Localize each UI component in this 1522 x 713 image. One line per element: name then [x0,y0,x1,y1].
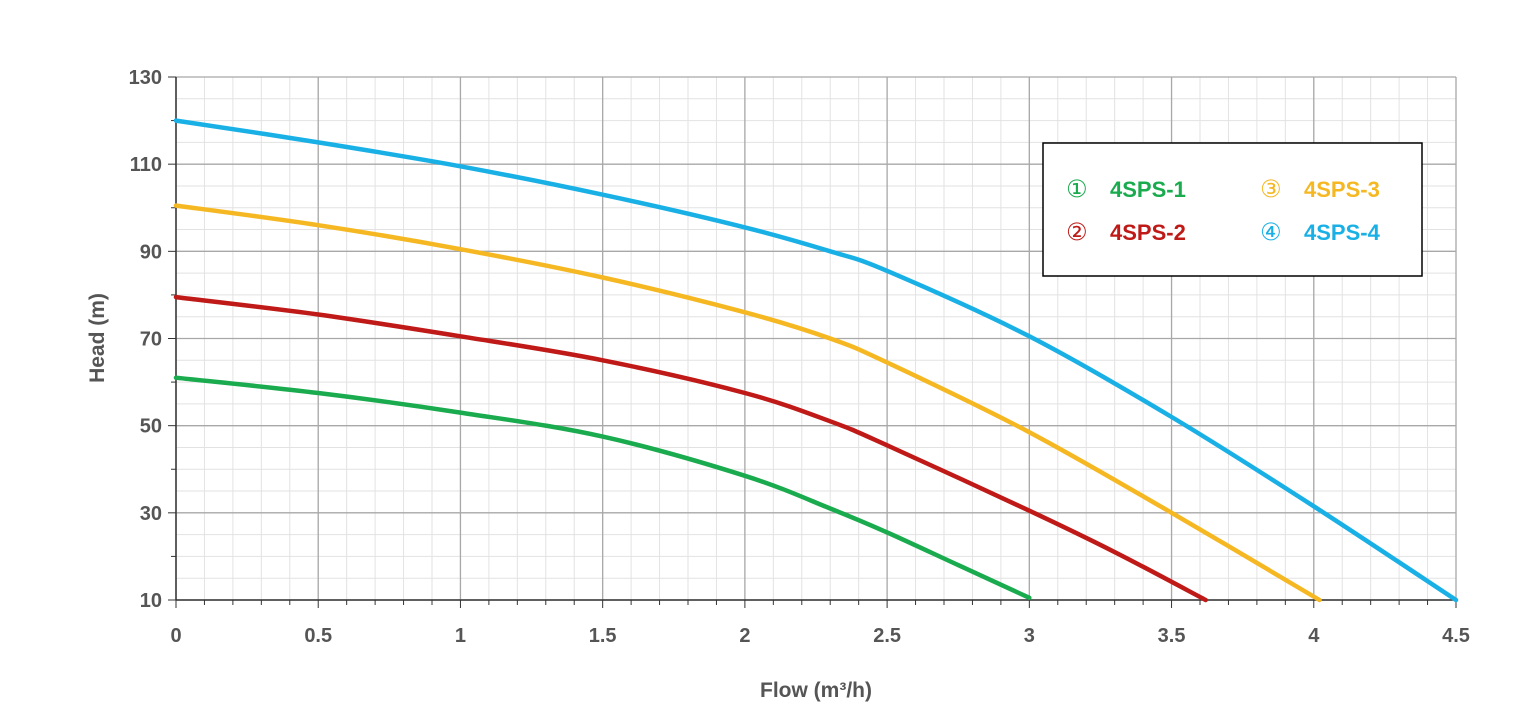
legend: ① 4SPS-1 ② 4SPS-2 ③ 4SPS-3 ④ 4SPS-4 [1042,142,1423,277]
x-tick-label: 2.5 [873,625,901,647]
x-tick-label: 4 [1308,625,1320,647]
y-tick-label: 90 [140,241,162,263]
y-tick-label: 10 [140,590,162,612]
legend-label-4sps-4: 4SPS-4 [1304,220,1381,245]
y-tick-label: 110 [130,154,162,176]
y-tick-label: 30 [140,503,162,525]
series-lines [173,118,1459,603]
y-tick-label: 70 [140,329,162,351]
legend-box [1042,142,1423,277]
y-tick-label: 50 [140,416,162,438]
x-tick-label: 3 [1024,625,1035,647]
series-line-4sps-1 [173,375,1032,601]
series-line-4sps-3 [173,203,1322,603]
x-tick-labels: 0 0.5 1 1.5 2 2.5 3 3.5 4 4.5 [170,625,1469,647]
legend-label-4sps-3: 4SPS-3 [1304,177,1380,202]
legend-marker-4sps-2: ② [1066,218,1088,246]
legend-marker-4sps-4: ④ [1260,218,1282,246]
x-tick-label: 0.5 [304,625,332,647]
y-tick-labels: 10 30 50 70 90 110 130 [129,67,162,612]
x-tick-label: 4.5 [1442,625,1470,647]
y-tick-label: 130 [129,67,162,89]
y-axis-title: Head (m) [86,293,109,383]
series-line-4sps-4 [173,118,1459,603]
x-tick-label: 2 [739,625,750,647]
x-tick-label: 1 [455,625,466,647]
x-tick-label: 0 [170,625,181,647]
x-tick-label: 1.5 [589,625,617,647]
x-tick-label: 3.5 [1158,625,1186,647]
legend-marker-4sps-3: ③ [1260,175,1282,203]
legend-label-4sps-1: 4SPS-1 [1110,177,1186,202]
series-line-4sps-2 [173,294,1208,603]
legend-marker-4sps-1: ① [1066,175,1088,203]
x-axis-title: Flow (m³/h) [760,679,872,702]
axes [168,76,1457,608]
legend-label-4sps-2: 4SPS-2 [1110,220,1186,245]
